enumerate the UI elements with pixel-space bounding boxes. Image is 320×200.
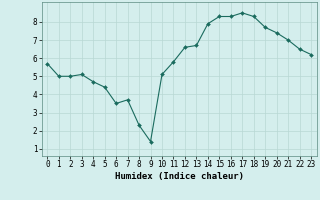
X-axis label: Humidex (Indice chaleur): Humidex (Indice chaleur)	[115, 172, 244, 181]
